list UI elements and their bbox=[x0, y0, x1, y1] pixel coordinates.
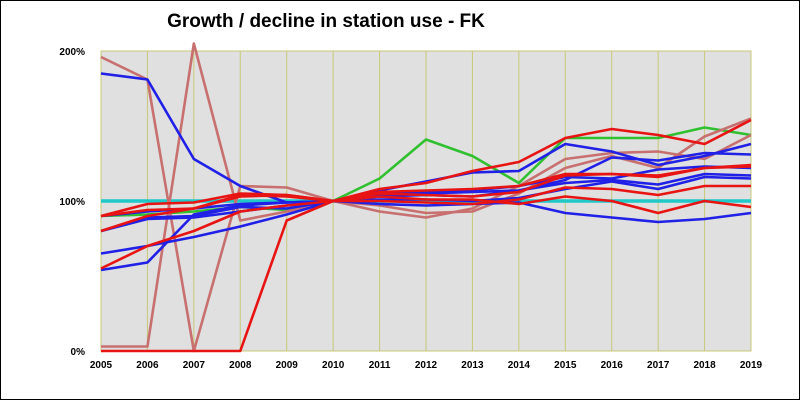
x-tick-label: 2008 bbox=[229, 360, 252, 371]
series-line-red-5 bbox=[100, 165, 752, 218]
x-tick-label: 2013 bbox=[461, 360, 484, 371]
series-line-green bbox=[100, 126, 752, 218]
x-tick-label: 2017 bbox=[647, 360, 670, 371]
series-line-red-3 bbox=[100, 184, 751, 218]
y-tick-label: 200% bbox=[59, 47, 85, 58]
x-tick-label: 2015 bbox=[554, 360, 577, 371]
chart-title: Growth / decline in station use - FK bbox=[167, 11, 485, 32]
series-line-red-1 bbox=[101, 118, 752, 353]
x-tick-label: 2005 bbox=[90, 360, 113, 371]
x-tick-label: 2011 bbox=[369, 360, 391, 371]
x-tick-label: 2009 bbox=[276, 360, 299, 371]
series-line-blue-5 bbox=[100, 199, 752, 233]
x-tick-label: 2018 bbox=[693, 360, 716, 371]
series-line-blue-6 bbox=[100, 165, 752, 218]
x-tick-label: 2019 bbox=[740, 360, 763, 371]
x-tick-label: 2007 bbox=[183, 360, 206, 371]
series-line-brown-a bbox=[100, 55, 752, 353]
series-line-brown-b bbox=[101, 42, 752, 348]
x-tick-label: 2006 bbox=[136, 360, 159, 371]
x-tick-label: 2010 bbox=[322, 360, 345, 371]
series-line-blue-2 bbox=[100, 151, 752, 272]
x-tick-label: 2012 bbox=[415, 360, 438, 371]
x-tick-label: 2014 bbox=[508, 360, 531, 371]
y-tick-label: 0% bbox=[71, 347, 86, 358]
y-tick-label: 100% bbox=[59, 197, 85, 208]
x-tick-label: 2016 bbox=[601, 360, 624, 371]
